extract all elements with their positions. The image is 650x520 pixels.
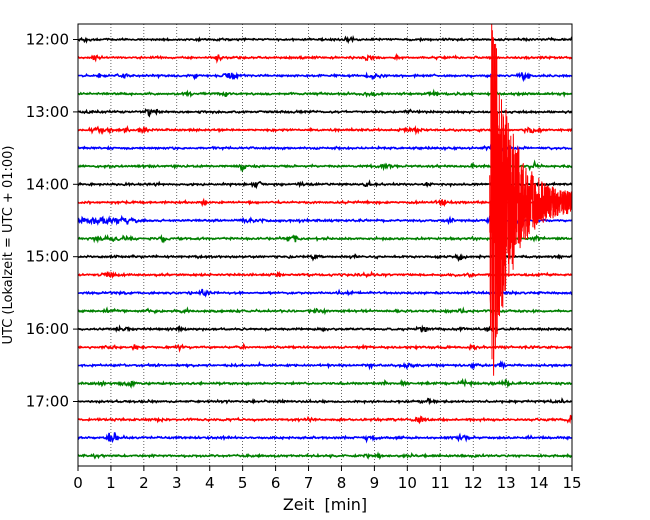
x-tick-label: 5 <box>238 474 248 492</box>
x-axis: 0 1 2 3 4 5 6 7 8 9 10 11 12 13 14 15 <box>73 466 582 492</box>
trace-line <box>78 377 572 389</box>
x-tick-label: 0 <box>73 474 83 492</box>
trace-line <box>78 159 572 173</box>
x-tick-label: 4 <box>205 474 215 492</box>
x-axis-label: Zeit [min] <box>283 495 367 514</box>
x-tick-label: 6 <box>271 474 281 492</box>
trace-line <box>78 34 572 45</box>
y-axis-label: UTC (Lokalzeit = UTC + 01:00) <box>1 146 16 345</box>
trace-line <box>78 397 572 406</box>
x-tick-label: 14 <box>530 474 549 492</box>
plot-frame <box>77 23 573 467</box>
y-tick-label: 13:00 <box>26 103 69 121</box>
y-tick-label: 12:00 <box>26 31 69 49</box>
x-tick-label: 13 <box>497 474 516 492</box>
trace-line <box>78 360 572 371</box>
x-tick-label: 3 <box>172 474 182 492</box>
y-tick-label: 16:00 <box>26 320 69 338</box>
trace-line <box>78 414 572 425</box>
trace-line <box>78 342 572 353</box>
trace-line <box>78 253 572 263</box>
x-tick-label: 8 <box>337 474 347 492</box>
trace-line <box>78 233 572 244</box>
trace-line <box>78 88 572 98</box>
x-tick-label: 10 <box>398 474 417 492</box>
trace-line <box>78 52 572 64</box>
x-tick-label: 2 <box>139 474 149 492</box>
trace-line <box>78 71 572 83</box>
y-axis: 12:00 13:00 14:00 15:00 16:00 17:00 <box>26 31 78 411</box>
x-tick-label: 11 <box>431 474 450 492</box>
vertical-grid <box>110 24 540 466</box>
trace-line <box>78 432 572 444</box>
traces-group <box>78 34 572 461</box>
x-tick-label: 7 <box>304 474 314 492</box>
y-tick-label: 15:00 <box>26 248 69 266</box>
x-tick-label: 9 <box>370 474 380 492</box>
x-tick-label: 15 <box>562 474 581 492</box>
trace-line <box>78 324 572 334</box>
x-tick-label: 12 <box>464 474 483 492</box>
trace-line <box>78 288 572 298</box>
y-tick-label: 14:00 <box>26 175 69 193</box>
earthquake-event-group <box>489 24 572 376</box>
x-tick-label: 1 <box>106 474 116 492</box>
trace-line <box>78 143 572 152</box>
trace-line <box>78 124 572 136</box>
y-tick-label: 17:00 <box>26 393 69 411</box>
trace-line <box>78 108 572 118</box>
trace-line <box>78 306 572 316</box>
trace-line <box>78 270 572 279</box>
trace-line <box>78 451 572 461</box>
event-waveform <box>489 24 572 376</box>
